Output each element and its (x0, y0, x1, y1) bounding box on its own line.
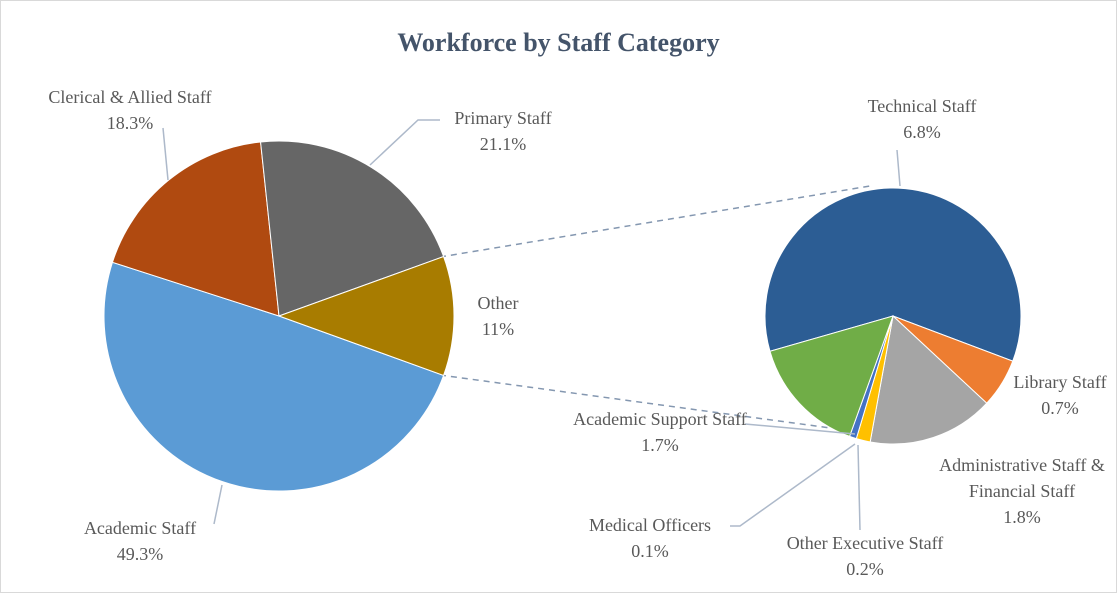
category-label: Other (477, 293, 519, 313)
value-label: 11% (481, 319, 515, 339)
value-label: 1.8% (1003, 507, 1041, 527)
pie-slice (103, 261, 445, 492)
data-label: Academic Staff 49.3% (40, 515, 240, 567)
data-label: Administrative Staff & Financial Staff 1.… (927, 452, 1117, 530)
category-label: Primary Staff (454, 108, 552, 128)
data-label: Clerical & Allied Staff 18.3% (10, 84, 250, 136)
leader-line (730, 443, 856, 527)
leader-line (857, 444, 861, 531)
category-label: Academic Support Staff (573, 409, 747, 429)
category-label: Other Executive Staff (786, 533, 944, 553)
chart-title: Workforce by Staff Category (397, 28, 720, 57)
value-label: 21.1% (479, 134, 527, 154)
connector-line (439, 185, 871, 258)
value-label: 0.2% (846, 559, 884, 579)
data-label: Library Staff 0.7% (990, 369, 1117, 421)
category-label: Technical Staff (867, 96, 977, 116)
value-label: 6.8% (903, 122, 941, 142)
leader-line (369, 119, 440, 166)
value-label: 49.3% (116, 544, 164, 564)
value-label: 1.7% (641, 435, 679, 455)
data-label: Academic Support Staff 1.7% (565, 406, 755, 458)
value-label: 18.3% (106, 113, 154, 133)
category-label: Medical Officers (588, 515, 712, 535)
value-label: 0.1% (631, 541, 669, 561)
category-label: Library Staff (1013, 372, 1107, 392)
pie-slice (869, 315, 988, 445)
leader-line (213, 484, 223, 525)
leader-line (162, 127, 169, 181)
value-label: 0.7% (1041, 398, 1079, 418)
pie-slice (260, 140, 445, 317)
category-label: Clerical & Allied Staff (48, 87, 212, 107)
data-label: Medical Officers 0.1% (550, 512, 750, 564)
data-label: Other Executive Staff 0.2% (745, 530, 985, 582)
pie-slice (764, 187, 1022, 362)
data-label: Technical Staff 6.8% (822, 93, 1022, 145)
pie-slice (111, 141, 280, 317)
connector-line (439, 374, 861, 433)
category-label: Academic Staff (83, 518, 197, 538)
leader-line (744, 423, 856, 435)
data-label: Other 11% (448, 290, 548, 342)
category-label: Administrative Staff & Financial Staff (939, 455, 1105, 501)
pie-slice (277, 255, 455, 377)
data-label: Primary Staff 21.1% (403, 105, 603, 157)
leader-line (896, 149, 901, 187)
